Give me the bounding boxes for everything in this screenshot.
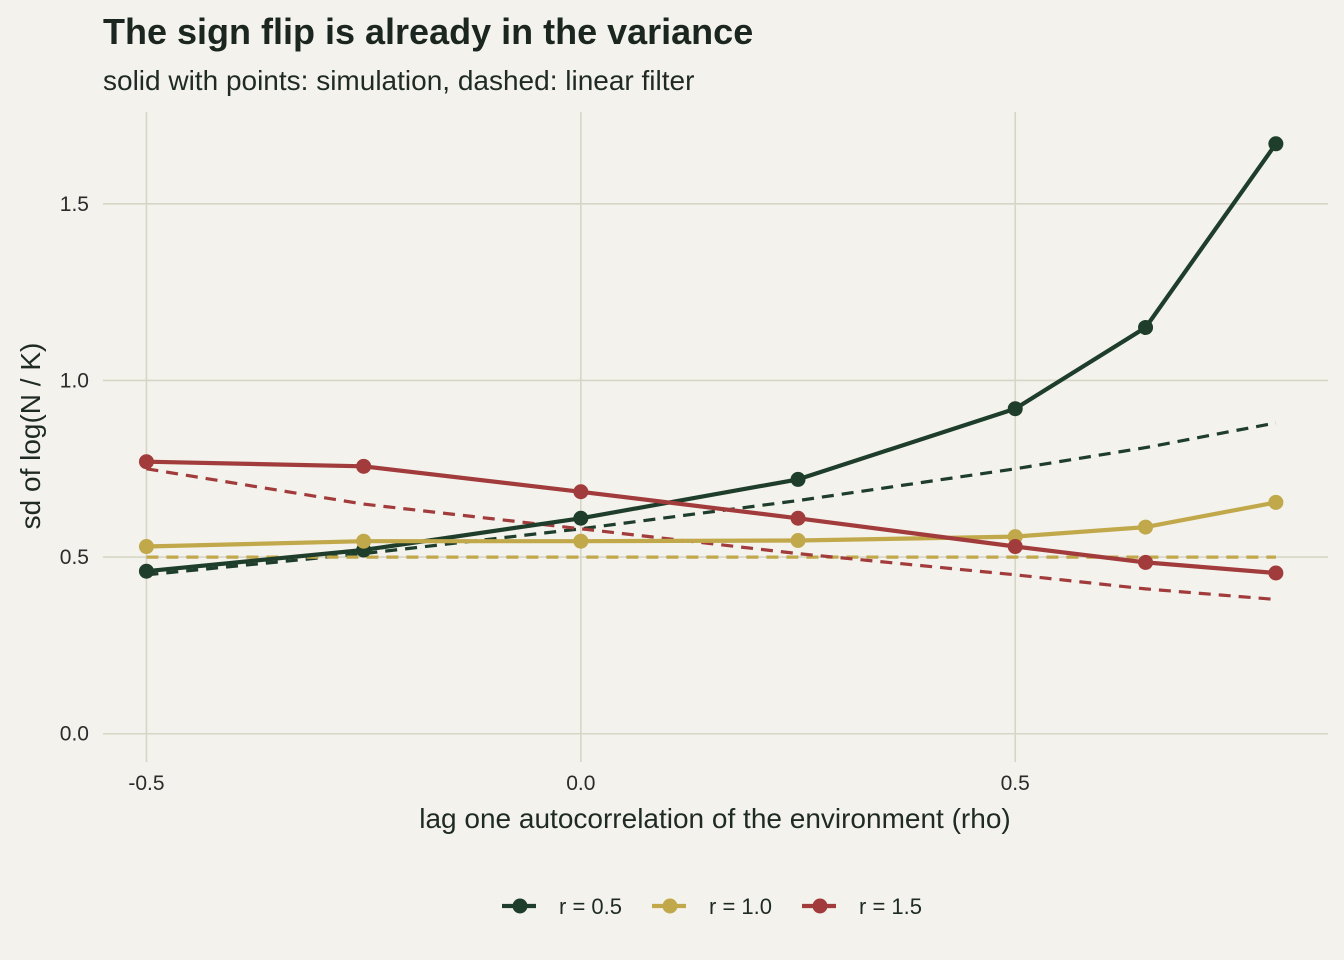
- simulation-point-r-1-5: [790, 510, 806, 526]
- legend-item: r = 0.5: [502, 894, 622, 919]
- simulation-point-r-1-5: [1268, 565, 1284, 581]
- x-axis-title: lag one autocorrelation of the environme…: [419, 803, 1010, 834]
- simulation-point-r-0-5: [1007, 401, 1023, 417]
- y-axis-ticks: 0.0 0.5 1.0 1.5: [60, 193, 89, 746]
- simulation-point-r-0-5: [1268, 136, 1284, 152]
- simulation-point-r-1-0: [1268, 494, 1284, 510]
- linear-filter-line-r-1-5: [146, 467, 1277, 602]
- simulation-point-r-1-5: [356, 458, 372, 474]
- x-tick-label: 0.0: [566, 772, 595, 795]
- simulation-point-r-0-5: [573, 510, 589, 526]
- legend-key-point: [662, 898, 678, 914]
- legend-key-point: [512, 898, 528, 914]
- linear-filter-lines: [146, 421, 1277, 602]
- linear-filter-line-r-0-5: [146, 421, 1277, 577]
- legend: r = 0.5 r = 1.0 r = 1.5: [502, 894, 922, 919]
- y-tick-label: 1.5: [60, 193, 89, 216]
- legend-item: r = 1.5: [802, 894, 922, 919]
- simulation-point-r-1-5: [573, 484, 589, 500]
- legend-key-point: [812, 898, 828, 914]
- simulation-point-r-1-0: [1138, 519, 1154, 535]
- simulation-point-r-1-0: [790, 533, 806, 549]
- legend-label: r = 0.5: [559, 894, 622, 919]
- simulation-point-r-1-5: [1138, 554, 1154, 570]
- simulation-point-r-1-0: [138, 539, 154, 555]
- simulation-point-r-0-5: [138, 563, 154, 579]
- x-tick-label: -0.5: [128, 772, 164, 795]
- chart-subtitle: solid with points: simulation, dashed: l…: [103, 65, 694, 96]
- y-tick-label: 0.5: [60, 546, 89, 569]
- simulation-point-r-0-5: [1138, 319, 1154, 335]
- legend-item: r = 1.0: [652, 894, 772, 919]
- y-tick-label: 0.0: [60, 723, 89, 746]
- legend-label: r = 1.0: [709, 894, 772, 919]
- y-tick-label: 1.0: [60, 369, 89, 392]
- simulation-point-r-1-5: [138, 454, 154, 470]
- y-axis-title: sd of log(N / K): [15, 343, 46, 530]
- simulation-point-r-0-5: [790, 471, 806, 487]
- x-tick-label: 0.5: [1001, 772, 1030, 795]
- simulation-points: [138, 136, 1284, 581]
- simulation-point-r-1-0: [356, 533, 372, 549]
- simulation-point-r-1-5: [1007, 539, 1023, 555]
- simulation-point-r-1-0: [573, 533, 589, 549]
- x-axis-ticks: -0.5 0.0 0.5: [128, 772, 1029, 795]
- chart-title: The sign flip is already in the variance: [103, 11, 753, 52]
- legend-label: r = 1.5: [859, 894, 922, 919]
